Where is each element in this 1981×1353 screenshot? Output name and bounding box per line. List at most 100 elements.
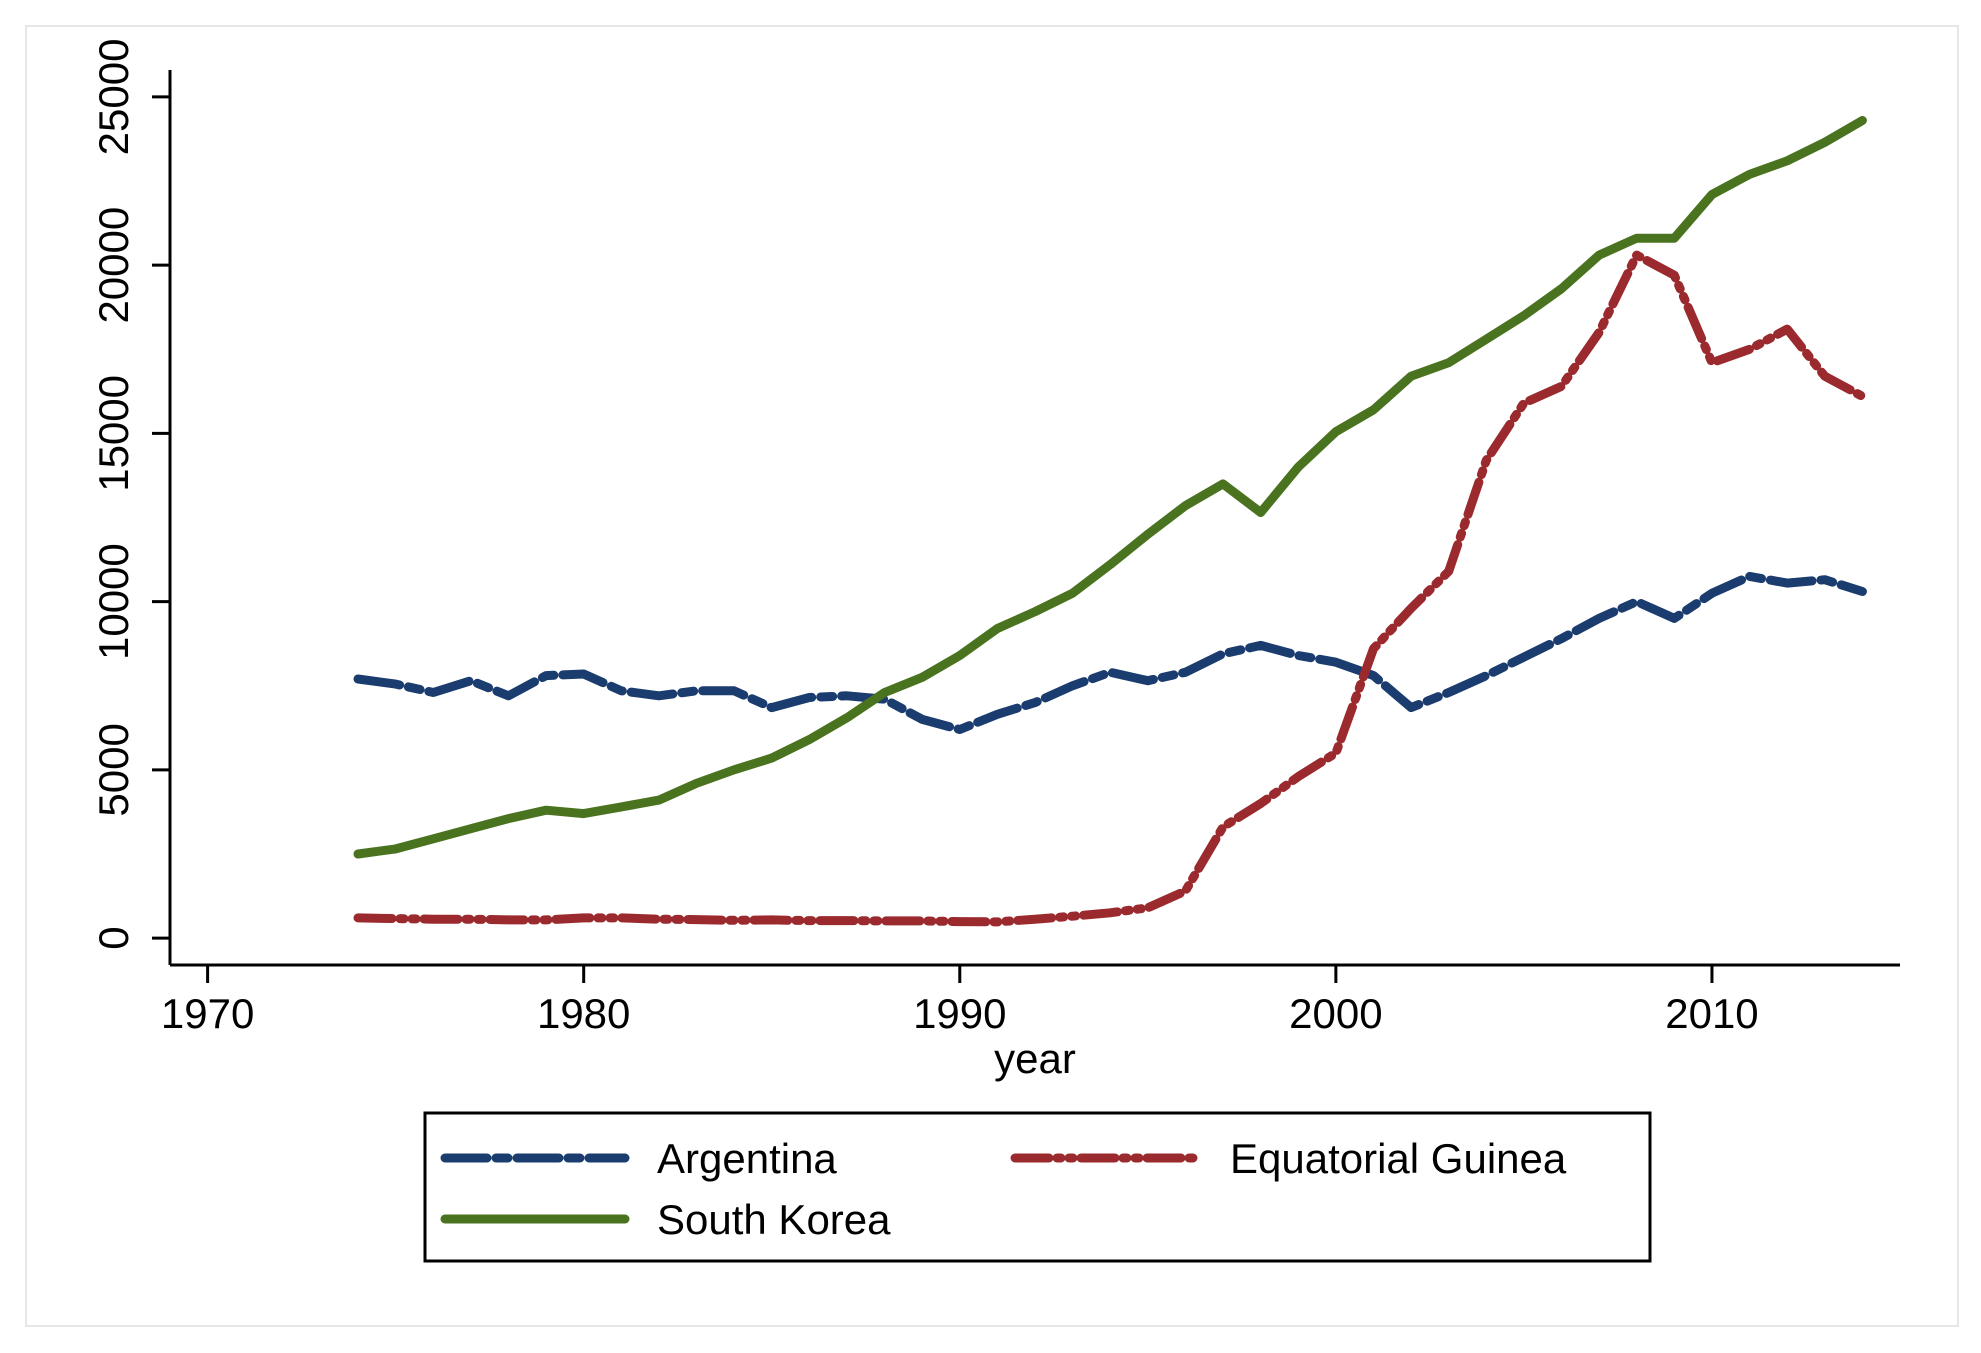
data-point-south-korea <box>508 818 509 819</box>
data-point-argentina <box>1035 702 1036 703</box>
data-point-equatorial-guinea <box>1862 396 1863 397</box>
data-point-south-korea <box>1448 362 1449 363</box>
data-point-argentina <box>1862 591 1863 592</box>
data-point-equatorial-guinea <box>1712 362 1713 363</box>
data-point-argentina <box>621 690 622 691</box>
data-point-argentina <box>1260 645 1261 646</box>
data-point-equatorial-guinea <box>997 921 998 922</box>
data-point-argentina <box>884 699 885 700</box>
data-point-equatorial-guinea <box>1523 403 1524 404</box>
data-point-argentina <box>847 695 848 696</box>
data-point-equatorial-guinea <box>1749 349 1750 350</box>
data-point-south-korea <box>1674 238 1675 239</box>
x-axis-title: year <box>994 1035 1076 1082</box>
data-point-south-korea <box>771 758 772 759</box>
data-point-south-korea <box>1298 467 1299 468</box>
data-point-equatorial-guinea <box>884 920 885 921</box>
x-axis-ticks: 1970 1980 1990 2000 2010 <box>161 965 1759 1037</box>
data-point-south-korea <box>1824 142 1825 143</box>
data-point-south-korea <box>997 628 998 629</box>
data-point-south-korea <box>1712 194 1713 195</box>
data-point-argentina <box>1712 593 1713 594</box>
data-point-south-korea <box>734 769 735 770</box>
data-point-equatorial-guinea <box>959 921 960 922</box>
data-point-equatorial-guinea <box>1561 386 1562 387</box>
data-point-equatorial-guinea <box>1035 919 1036 920</box>
y-tick-label: 20000 <box>90 207 137 324</box>
data-point-argentina <box>809 697 810 698</box>
x-tick-label: 2010 <box>1665 990 1758 1037</box>
data-point-argentina <box>395 684 396 685</box>
data-point-equatorial-guinea <box>1411 608 1412 609</box>
data-point-argentina <box>997 714 998 715</box>
legend-label-argentina: Argentina <box>657 1135 837 1182</box>
data-point-equatorial-guinea <box>1223 827 1224 828</box>
data-point-argentina <box>1335 662 1336 663</box>
data-point-argentina <box>1674 618 1675 619</box>
data-point-argentina <box>696 690 697 691</box>
data-point-argentina <box>1523 657 1524 658</box>
data-point-equatorial-guinea <box>771 919 772 920</box>
series-line-south-korea <box>353 116 1867 859</box>
data-point-south-korea <box>470 828 471 829</box>
data-point-argentina <box>771 707 772 708</box>
data-point-equatorial-guinea <box>470 919 471 920</box>
data-point-equatorial-guinea <box>734 920 735 921</box>
data-point-argentina <box>1787 583 1788 584</box>
data-point-equatorial-guinea <box>1185 891 1186 892</box>
data-point-argentina <box>959 729 960 730</box>
data-point-south-korea <box>1862 120 1863 121</box>
data-point-argentina <box>734 690 735 691</box>
data-point-equatorial-guinea <box>1110 912 1111 913</box>
data-point-argentina <box>1561 638 1562 639</box>
data-point-south-korea <box>1486 339 1487 340</box>
data-point-equatorial-guinea <box>395 918 396 919</box>
data-point-equatorial-guinea <box>847 920 848 921</box>
data-point-south-korea <box>1373 409 1374 410</box>
data-point-argentina <box>1185 672 1186 673</box>
data-point-argentina <box>1448 692 1449 693</box>
data-point-south-korea <box>1523 315 1524 316</box>
data-point-equatorial-guinea <box>658 919 659 920</box>
data-point-equatorial-guinea <box>546 919 547 920</box>
data-point-south-korea <box>959 655 960 656</box>
data-point-south-korea <box>847 717 848 718</box>
data-point-equatorial-guinea <box>1298 776 1299 777</box>
data-point-equatorial-guinea <box>1674 275 1675 276</box>
data-point-argentina <box>922 719 923 720</box>
data-point-equatorial-guinea <box>1335 753 1336 754</box>
data-point-south-korea <box>884 692 885 693</box>
data-point-argentina <box>1599 618 1600 619</box>
legend-box <box>423 1111 1652 1263</box>
x-tick-label: 1970 <box>161 990 254 1037</box>
data-point-equatorial-guinea <box>1260 803 1261 804</box>
data-point-argentina <box>508 695 509 696</box>
data-point-argentina <box>1072 685 1073 686</box>
data-point-argentina <box>1749 576 1750 577</box>
data-point-argentina <box>546 675 547 676</box>
data-point-argentina <box>1223 653 1224 654</box>
data-point-argentina <box>1636 601 1637 602</box>
data-point-argentina <box>583 674 584 675</box>
data-point-equatorial-guinea <box>1599 332 1600 333</box>
legend: Argentina Equatorial Guinea South Korea <box>423 1111 1652 1263</box>
data-point-south-korea <box>1561 288 1562 289</box>
series-lines <box>353 116 1867 927</box>
data-point-argentina <box>1110 672 1111 673</box>
data-point-south-korea <box>1787 160 1788 161</box>
x-tick-label: 1990 <box>913 990 1006 1037</box>
data-point-equatorial-guinea <box>809 920 810 921</box>
y-tick-label: 5000 <box>90 723 137 816</box>
data-point-south-korea <box>546 810 547 811</box>
legend-label-south-korea: South Korea <box>657 1196 891 1243</box>
data-point-equatorial-guinea <box>1373 648 1374 649</box>
x-tick-label: 1980 <box>537 990 630 1037</box>
data-point-argentina <box>1147 680 1148 681</box>
data-point-equatorial-guinea <box>433 919 434 920</box>
data-point-equatorial-guinea <box>1147 907 1148 908</box>
data-point-equatorial-guinea <box>1636 255 1637 256</box>
data-point-argentina <box>1298 655 1299 656</box>
data-point-argentina <box>1824 579 1825 580</box>
data-point-south-korea <box>1072 593 1073 594</box>
data-point-south-korea <box>583 813 584 814</box>
